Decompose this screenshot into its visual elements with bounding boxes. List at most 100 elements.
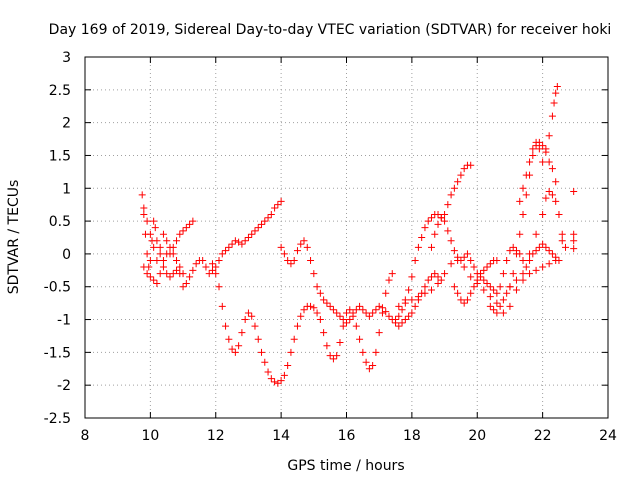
data-point [427, 286, 435, 294]
data-point [470, 283, 478, 291]
data-point [375, 302, 383, 310]
data-point [280, 250, 288, 258]
data-series [516, 83, 561, 205]
data-point [460, 299, 468, 307]
data-point [503, 289, 511, 297]
data-point [509, 243, 517, 251]
data-point [159, 263, 167, 271]
data-point [558, 230, 566, 238]
data-point [493, 309, 501, 317]
data-point [408, 309, 416, 317]
data-point [343, 319, 350, 327]
data-point [486, 302, 494, 310]
data-series [392, 161, 475, 324]
data-point [261, 358, 269, 366]
data-point [395, 312, 403, 320]
y-tick-label: 2.5 [49, 83, 71, 99]
data-point [254, 335, 262, 343]
data-point [552, 197, 560, 205]
data-point [284, 256, 292, 264]
data-point [516, 197, 524, 205]
data-point [447, 237, 455, 245]
y-tick-label: 0 [62, 247, 71, 263]
x-tick-label: 20 [468, 428, 486, 444]
data-point [140, 263, 148, 271]
data-point [539, 211, 547, 219]
data-point [310, 270, 318, 278]
data-point [512, 250, 520, 258]
data-point [336, 312, 344, 320]
data-point [545, 188, 553, 196]
data-point [151, 224, 159, 232]
data-point [323, 342, 331, 350]
data-series [570, 188, 578, 253]
data-point [179, 270, 187, 278]
data-point [297, 240, 305, 248]
data-point [555, 211, 563, 219]
data-point [457, 171, 465, 179]
data-point [140, 204, 148, 212]
data-point [267, 375, 275, 383]
data-point [189, 266, 197, 274]
data-point [526, 158, 534, 166]
data-point [441, 211, 449, 219]
data-point [375, 329, 383, 337]
data-point [215, 283, 223, 291]
data-point [313, 309, 321, 317]
data-point [274, 201, 282, 209]
data-point [333, 309, 341, 317]
data-point [307, 302, 315, 310]
data-series [208, 260, 396, 387]
data-point [323, 299, 331, 307]
data-point [186, 220, 194, 228]
data-point [248, 230, 256, 238]
data-point [362, 358, 370, 366]
data-point [271, 204, 279, 212]
data-point [434, 220, 442, 228]
data-point [159, 256, 167, 264]
data-point [150, 243, 158, 251]
data-point [202, 263, 210, 271]
data-point [166, 243, 174, 251]
data-point [512, 286, 520, 294]
data-point [372, 348, 380, 356]
data-point [539, 142, 547, 150]
x-tick-label: 12 [207, 428, 225, 444]
data-point [401, 316, 409, 324]
data-point [447, 260, 455, 268]
data-point [173, 266, 181, 274]
data-point [431, 270, 439, 278]
x-tick-label: 8 [81, 428, 90, 444]
data-point [411, 302, 419, 310]
data-point [539, 263, 547, 271]
data-point [138, 191, 146, 199]
data-point [352, 322, 360, 330]
data-point [522, 263, 530, 271]
plot-frame [84, 56, 609, 419]
y-tick-label: -1 [57, 313, 71, 329]
data-point [493, 256, 501, 264]
data-point [169, 250, 177, 258]
data-point [548, 165, 556, 173]
data-point [218, 302, 226, 310]
data-point [146, 273, 154, 281]
data-point [467, 161, 475, 169]
data-point [519, 270, 527, 278]
data-point [228, 345, 236, 353]
data-point [173, 237, 181, 245]
data-point [385, 276, 393, 284]
data-point [339, 322, 347, 330]
x-tick-label: 22 [534, 428, 552, 444]
data-point [545, 247, 553, 255]
data-point [156, 243, 164, 251]
data-point [176, 230, 184, 238]
data-point [251, 227, 259, 235]
data-point [326, 352, 334, 360]
data-series [140, 204, 197, 264]
data-point [329, 355, 337, 363]
data-point [454, 178, 462, 186]
data-point [414, 243, 422, 251]
data-point [421, 224, 429, 232]
data-point [336, 339, 344, 347]
data-point [300, 306, 308, 314]
